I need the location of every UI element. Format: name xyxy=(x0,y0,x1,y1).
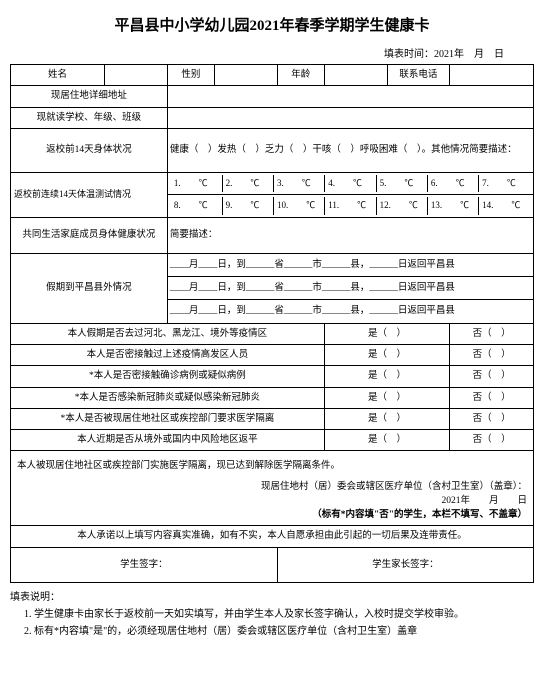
fill-time: 填表时间：2021年 月 日 xyxy=(10,45,534,60)
q2-yes[interactable]: 是（ ） xyxy=(324,345,450,366)
school-value[interactable] xyxy=(167,107,533,128)
student-sign[interactable]: 学生签字： xyxy=(11,547,278,582)
school-label: 现就读学校、年级、班级 xyxy=(11,107,168,128)
name-value[interactable] xyxy=(105,65,168,86)
parent-sign[interactable]: 学生家长签字： xyxy=(277,547,533,582)
q1-row: 本人假期是否去过河北、黑龙江、境外等疫情区 是（ ） 否（ ） xyxy=(11,323,534,344)
instr-2: 2. 标有*内容填"是"的，必须经现居住地村（居）委会或辖区医疗单位（含村卫生室… xyxy=(10,623,534,640)
stamp-row: 现居住地村（居）委会或辖区医疗单位（含村卫生室）（盖章）： 2021年 月 日 … xyxy=(11,477,534,526)
family-row: 共同生活家庭成员身体健康状况 简要描述： xyxy=(11,217,534,253)
q1-label: 本人假期是否去过河北、黑龙江、境外等疫情区 xyxy=(11,323,325,344)
travel-label: 假期到平昌县外情况 xyxy=(11,253,168,323)
instructions: 填表说明： 1. 学生健康卡由家长于返校前一天如实填写，并由学生本人及家长签字确… xyxy=(10,589,534,640)
instr-1: 1. 学生健康卡由家长于返校前一天如实填写，并由学生本人及家长签字确认，入校时提… xyxy=(10,606,534,623)
q2-label: 本人是否密接触过上述疫情高发区人员 xyxy=(11,345,325,366)
signature-row: 学生签字： 学生家长签字： xyxy=(11,547,534,582)
q1-no[interactable]: 否（ ） xyxy=(450,323,534,344)
q3-label: *本人是否密接触确诊病例或疑似病例 xyxy=(11,366,325,387)
form-title: 平昌县中小学幼儿园2021年春季学期学生健康卡 xyxy=(10,14,534,35)
address-value[interactable] xyxy=(167,86,533,107)
gender-label: 性别 xyxy=(167,65,214,86)
q4-no[interactable]: 否（ ） xyxy=(450,387,534,408)
q4-yes[interactable]: 是（ ） xyxy=(324,387,450,408)
pre14-text[interactable]: 健康（ ）发热（ ）乏力（ ）干咳（ ）呼吸困难（ ）。其他情况简要描述： xyxy=(167,128,533,172)
q4-row: *本人是否感染新冠肺炎或疑似感染新冠肺炎 是（ ） 否（ ） xyxy=(11,387,534,408)
travel-line-2[interactable]: ____月____日，到______省______市______县，______… xyxy=(167,277,533,300)
statement-text: 本人被现居住地社区或疾控部门实施医学隔离，现已达到解除医学隔离条件。 xyxy=(11,451,534,477)
statement-row: 本人被现居住地社区或疾控部门实施医学隔离，现已达到解除医学隔离条件。 xyxy=(11,451,534,477)
q3-no[interactable]: 否（ ） xyxy=(450,366,534,387)
travel-line-3[interactable]: ____月____日，到______省______市______县，______… xyxy=(167,300,533,323)
promise-row: 本人承诺以上填写内容真实准确，如有不实，本人自愿承担由此引起的一切后果及连带责任… xyxy=(11,526,534,547)
pre14-row: 返校前14天身体状况 健康（ ）发热（ ）乏力（ ）干咳（ ）呼吸困难（ ）。其… xyxy=(11,128,534,172)
q6-no[interactable]: 否（ ） xyxy=(450,430,534,451)
q5-row: *本人是否被现居住地社区或疾控部门要求医学隔离 是（ ） 否（ ） xyxy=(11,408,534,429)
stamp-line-3: （标有*内容填"否"的学生，本栏不填写、不盖章） xyxy=(17,508,527,522)
q5-yes[interactable]: 是（ ） xyxy=(324,408,450,429)
q3-row: *本人是否密接触确诊病例或疑似病例 是（ ） 否（ ） xyxy=(11,366,534,387)
basic-info-row: 姓名 性别 年龄 联系电话 xyxy=(11,65,534,86)
family-text[interactable]: 简要描述： xyxy=(167,217,533,253)
temp-label: 返校前连续14天体温测试情况 xyxy=(11,172,168,217)
q6-label: 本人近期是否从境外或国内中风险地区返平 xyxy=(11,430,325,451)
q6-yes[interactable]: 是（ ） xyxy=(324,430,450,451)
instr-header: 填表说明： xyxy=(10,589,534,606)
age-value[interactable] xyxy=(324,65,387,86)
temp-1-7[interactable]: 1. ℃2. ℃ 3. ℃4. ℃ 5. ℃6. ℃ 7. ℃ xyxy=(167,172,533,195)
promise-text: 本人承诺以上填写内容真实准确，如有不实，本人自愿承担由此引起的一切后果及连带责任… xyxy=(11,526,534,547)
travel-row: 假期到平昌县外情况 ____月____日，到______省______市____… xyxy=(11,253,534,276)
family-label: 共同生活家庭成员身体健康状况 xyxy=(11,217,168,253)
q3-yes[interactable]: 是（ ） xyxy=(324,366,450,387)
health-form-table: 姓名 性别 年龄 联系电话 现居住地详细地址 现就读学校、年级、班级 返校前14… xyxy=(10,64,534,583)
temp-row: 返校前连续14天体温测试情况 1. ℃2. ℃ 3. ℃4. ℃ 5. ℃6. … xyxy=(11,172,534,195)
q2-no[interactable]: 否（ ） xyxy=(450,345,534,366)
q2-row: 本人是否密接触过上述疫情高发区人员 是（ ） 否（ ） xyxy=(11,345,534,366)
stamp-line-2: 2021年 月 日 xyxy=(17,494,527,508)
school-row: 现就读学校、年级、班级 xyxy=(11,107,534,128)
name-label: 姓名 xyxy=(11,65,105,86)
pre14-label: 返校前14天身体状况 xyxy=(11,128,168,172)
stamp-block: 现居住地村（居）委会或辖区医疗单位（含村卫生室）（盖章）： 2021年 月 日 … xyxy=(11,477,534,526)
phone-label: 联系电话 xyxy=(387,65,450,86)
gender-value[interactable] xyxy=(214,65,277,86)
q5-no[interactable]: 否（ ） xyxy=(450,408,534,429)
q6-row: 本人近期是否从境外或国内中风险地区返平 是（ ） 否（ ） xyxy=(11,430,534,451)
q5-label: *本人是否被现居住地社区或疾控部门要求医学隔离 xyxy=(11,408,325,429)
phone-value[interactable] xyxy=(450,65,534,86)
age-label: 年龄 xyxy=(277,65,324,86)
address-row: 现居住地详细地址 xyxy=(11,86,534,107)
temp-8-14[interactable]: 8. ℃9. ℃ 10. ℃11. ℃ 12. ℃13. ℃ 14. ℃ xyxy=(167,195,533,218)
q1-yes[interactable]: 是（ ） xyxy=(324,323,450,344)
q4-label: *本人是否感染新冠肺炎或疑似感染新冠肺炎 xyxy=(11,387,325,408)
stamp-line-1: 现居住地村（居）委会或辖区医疗单位（含村卫生室）（盖章）： xyxy=(17,480,527,494)
address-label: 现居住地详细地址 xyxy=(11,86,168,107)
travel-line-1[interactable]: ____月____日，到______省______市______县，______… xyxy=(167,253,533,276)
